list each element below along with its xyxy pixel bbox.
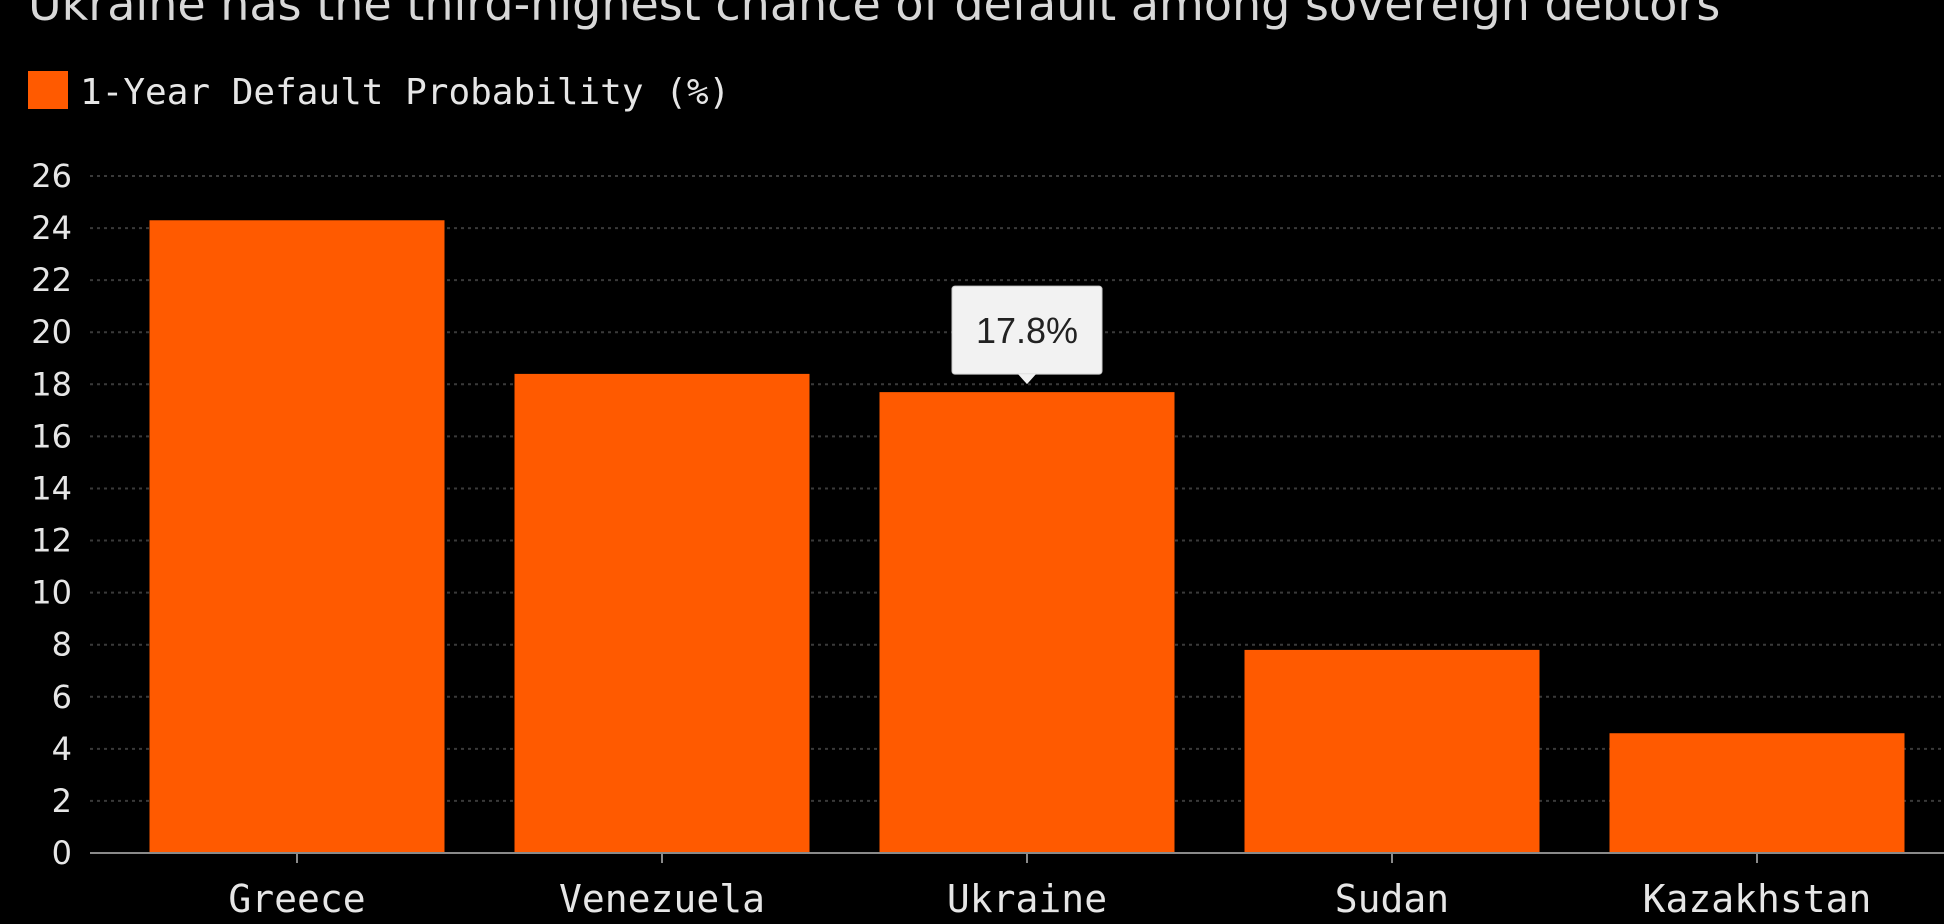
legend: 1-Year Default Probability (%) xyxy=(28,71,730,113)
y-tick-label: 22 xyxy=(31,261,72,299)
y-tick-label: 10 xyxy=(31,574,72,612)
y-tick-label: 14 xyxy=(31,469,72,507)
y-tick-label: 24 xyxy=(31,209,72,247)
chart-title: Ukraine has the third-highest chance of … xyxy=(28,0,1720,31)
tooltip: 17.8% xyxy=(951,285,1103,385)
x-tick-label: Sudan xyxy=(1335,877,1449,921)
y-tick-label: 18 xyxy=(31,365,72,403)
legend-label: 1-Year Default Probability (%) xyxy=(80,72,730,113)
y-tick-label: 6 xyxy=(52,678,72,716)
y-tick-label: 16 xyxy=(31,417,72,455)
y-tick-label: 4 xyxy=(52,730,72,768)
bar-sudan[interactable] xyxy=(1244,649,1540,853)
legend-swatch xyxy=(28,71,68,109)
y-tick-label: 2 xyxy=(52,782,72,820)
y-tick-label: 26 xyxy=(31,157,72,195)
bar-venezuela[interactable] xyxy=(514,373,810,853)
bar-greece[interactable] xyxy=(149,220,445,853)
y-tick-label: 12 xyxy=(31,522,72,560)
y-tick-label: 8 xyxy=(52,626,72,664)
x-axis-tick-labels: Greece Venezuela Ukraine Sudan Kazakhstan xyxy=(228,877,1871,921)
y-tick-label: 20 xyxy=(31,313,72,351)
y-tick-label: 0 xyxy=(52,834,72,872)
bar-kazakhstan[interactable] xyxy=(1609,733,1905,853)
x-axis xyxy=(90,852,1944,863)
x-tick-label: Ukraine xyxy=(947,877,1107,921)
x-tick-label: Greece xyxy=(228,877,365,921)
x-tick-label: Venezuela xyxy=(559,877,765,921)
x-tick-label: Kazakhstan xyxy=(1643,877,1872,921)
tooltip-label: 17.8% xyxy=(976,310,1078,351)
bar-ukraine[interactable] xyxy=(879,392,1175,853)
tooltip-pointer xyxy=(1018,374,1036,385)
bars xyxy=(149,220,1905,853)
